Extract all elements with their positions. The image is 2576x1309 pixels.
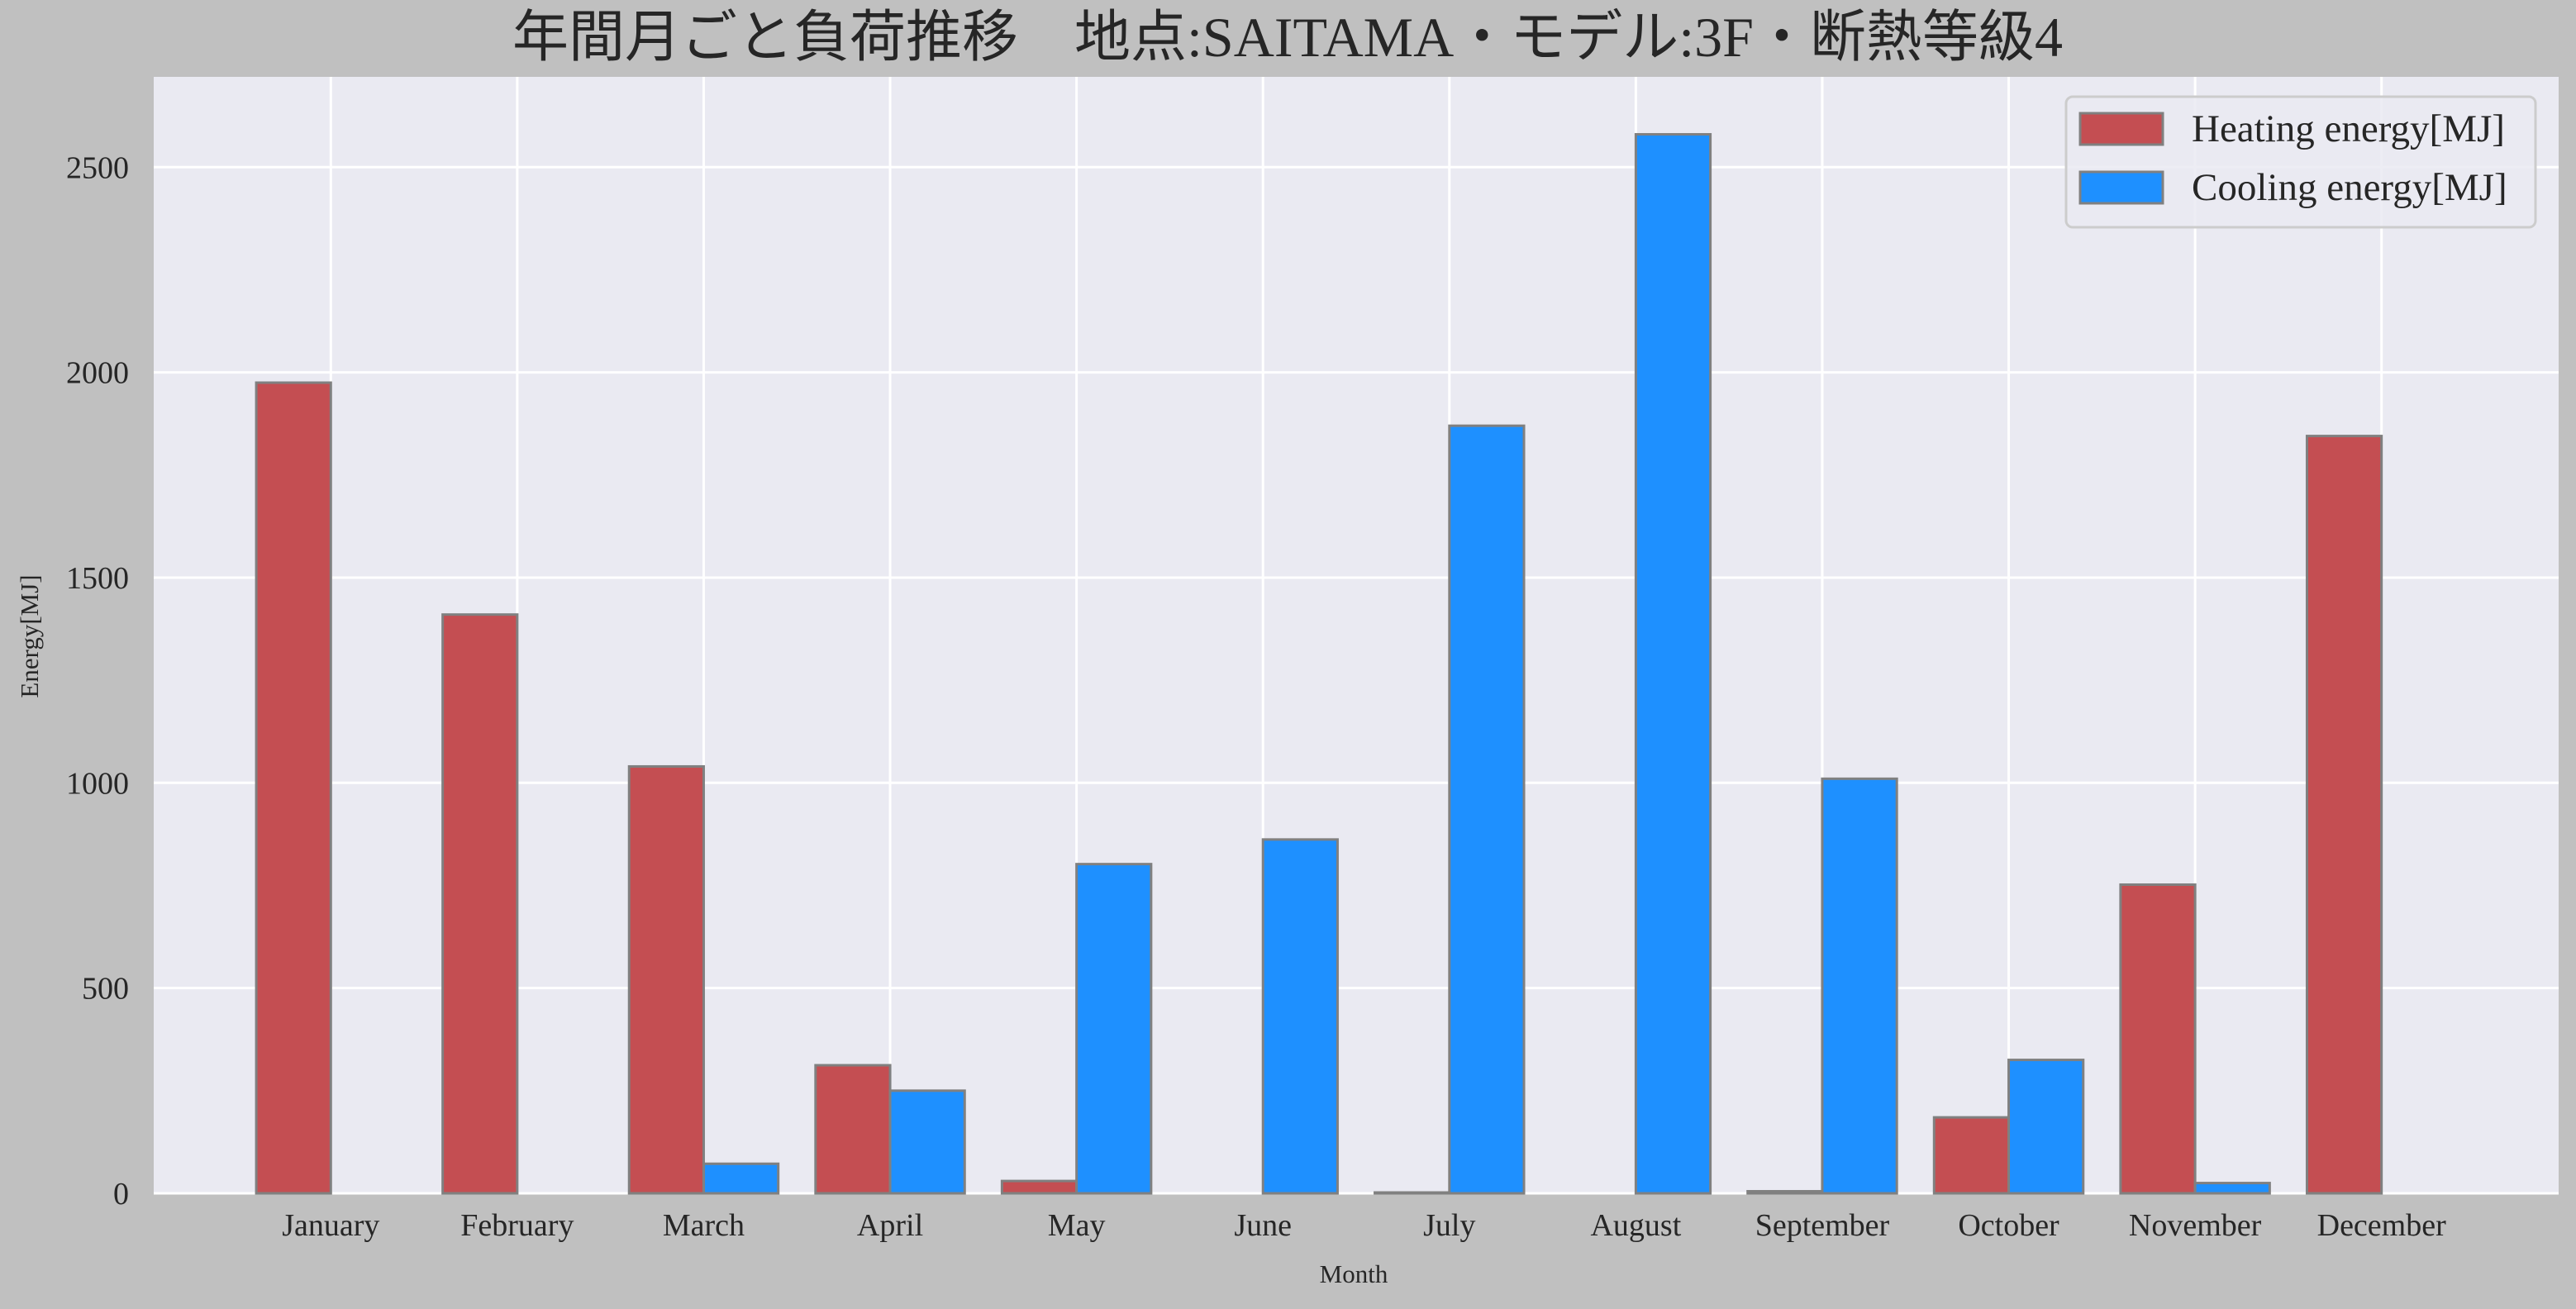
y-tick-label: 0 — [113, 1177, 129, 1211]
bars — [255, 133, 2383, 1195]
cooling-bar — [1261, 838, 1339, 1195]
tick-labels: January February March April May June July Augu… — [66, 150, 2446, 1243]
heating-bar — [441, 613, 519, 1195]
cooling-bar — [2007, 1059, 2085, 1195]
cooling-bar — [1634, 133, 1712, 1195]
cooling-bar — [888, 1089, 966, 1195]
cooling-bar — [702, 1162, 780, 1195]
x-tick-label: June — [1234, 1208, 1292, 1243]
cooling-bar — [2193, 1182, 2271, 1195]
x-axis-label: Month — [1320, 1259, 1388, 1288]
x-tick-label: September — [1755, 1208, 1890, 1243]
heating-bar — [814, 1064, 892, 1195]
y-tick-label: 2000 — [66, 356, 129, 391]
legend-swatch — [2078, 170, 2164, 205]
heating-bar — [2119, 883, 2197, 1195]
x-tick-label: December — [2317, 1208, 2446, 1243]
x-tick-label: May — [1048, 1208, 1106, 1243]
legend: Heating energy[MJ] Cooling energy[MJ] — [2064, 95, 2537, 229]
y-tick-label: 500 — [82, 972, 129, 1007]
cooling-bar — [1821, 777, 1898, 1195]
heating-bar — [255, 381, 332, 1195]
x-tick-label: August — [1590, 1208, 1681, 1243]
y-tick-label: 2500 — [66, 150, 129, 185]
x-tick-label: January — [282, 1208, 379, 1243]
x-tick-label: July — [1423, 1208, 1475, 1243]
heating-bar — [1932, 1116, 2011, 1195]
x-tick-label: February — [460, 1208, 574, 1243]
legend-box — [2064, 95, 2537, 229]
heating-bar — [1746, 1190, 1824, 1195]
heating-bar — [1000, 1179, 1078, 1195]
legend-swatch — [2078, 112, 2164, 146]
x-tick-label: April — [857, 1208, 923, 1243]
y-axis-label: Energy[MJ] — [15, 574, 44, 697]
x-tick-label: October — [1958, 1208, 2059, 1243]
y-tick-label: 1000 — [66, 766, 129, 801]
x-tick-label: November — [2129, 1208, 2262, 1243]
legend-label: Cooling energy[MJ] — [2192, 166, 2507, 209]
cooling-bar — [1448, 424, 1526, 1195]
x-tick-label: March — [663, 1208, 745, 1243]
y-tick-label: 1500 — [66, 561, 129, 596]
heating-bar — [1374, 1191, 1451, 1195]
cooling-bar — [1075, 863, 1153, 1195]
heating-bar — [2305, 435, 2383, 1195]
heating-bar — [627, 764, 705, 1195]
chart-title: 年間月ごと負荷推移 地点:SAITAMA・モデル:3F・断熱等級4 — [512, 6, 2063, 69]
legend-label: Heating energy[MJ] — [2192, 107, 2505, 150]
